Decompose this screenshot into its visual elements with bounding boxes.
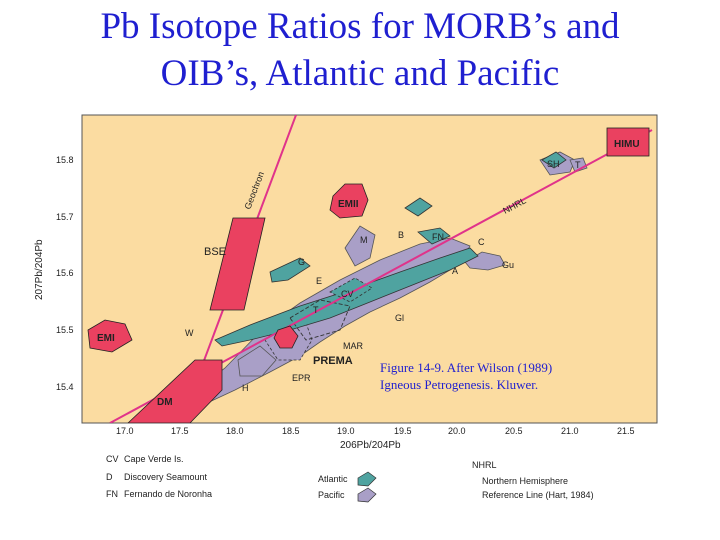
endmember-label-prema: PREMA: [313, 355, 353, 367]
atlantic-field-mar: [289, 299, 351, 341]
field-label-b: B: [398, 230, 404, 240]
x-tick: 21.0: [561, 426, 579, 436]
endmember-label-dm: DM: [157, 397, 173, 408]
y-axis: 15.8 15.7 15.6 15.5 15.4 207Pb/204Pb: [34, 155, 74, 392]
field-label-m: M: [360, 235, 368, 245]
slide-title-line2: OIB’s, Atlantic and Pacific: [160, 53, 560, 94]
field-label-cv: CV: [341, 289, 354, 299]
legend-abbreviations: CV Cape Verde Is. D Discovery Seamount F…: [106, 454, 212, 499]
legend-name: Fernando de Noronha: [124, 489, 212, 499]
legend-pacific-label: Pacific: [318, 490, 345, 500]
endmember-label-bse: BSE: [204, 246, 226, 258]
legend-code: CV: [106, 454, 119, 464]
legend-code: D: [106, 472, 113, 482]
field-label-fn: FN: [432, 232, 444, 242]
legend-name: Cape Verde Is.: [124, 454, 184, 464]
endmember-label-emi: EMI: [97, 333, 115, 344]
legend-atlantic-label: Atlantic: [318, 474, 348, 484]
y-tick: 15.5: [56, 325, 74, 335]
x-tick: 17.5: [171, 426, 189, 436]
endmember-bse-box: [209, 217, 266, 311]
x-axis: 17.0 17.5 18.0 18.5 19.0 19.5 20.0 20.5 …: [116, 426, 635, 451]
pacific-field-m: [344, 225, 376, 267]
field-label-gu: Gu: [502, 260, 514, 270]
field-label-h: H: [242, 383, 249, 393]
atlantic-field-upper: [404, 197, 433, 217]
atlantic-field-sh: [541, 151, 567, 169]
field-label-gl: Gl: [395, 313, 404, 323]
legend-code: FN: [106, 489, 118, 499]
x-tick: 20.5: [505, 426, 523, 436]
field-label-t-upper: T: [575, 160, 581, 170]
y-tick: 15.7: [56, 212, 74, 222]
x-tick: 17.0: [116, 426, 134, 436]
atlantic-field-fn: [417, 227, 451, 245]
field-label-a: A: [452, 266, 458, 276]
y-tick: 15.4: [56, 382, 74, 392]
atlantic-field-g: [269, 257, 311, 283]
x-tick: 18.0: [226, 426, 244, 436]
field-label-w: W: [185, 328, 194, 338]
legend-series: Atlantic Pacific: [318, 471, 377, 503]
x-tick: 20.0: [448, 426, 466, 436]
endmember-label-himu: HIMU: [614, 139, 640, 150]
field-label-mar: MAR: [343, 341, 364, 351]
figure-caption-line1: Figure 14-9. After Wilson (1989): [380, 360, 552, 375]
x-tick: 19.0: [337, 426, 355, 436]
y-tick: 15.8: [56, 155, 74, 165]
pacific-field-h: [237, 345, 277, 377]
x-tick: 21.5: [617, 426, 635, 436]
legend-name: Discovery Seamount: [124, 472, 208, 482]
legend-nhrl: NHRL Northern Hemisphere Reference Line …: [472, 460, 594, 500]
endmember-dm-box: [127, 359, 223, 423]
endmember-label-emii: EMII: [338, 199, 359, 210]
field-label-c: C: [478, 237, 485, 247]
endmember-emii-box: [329, 183, 369, 219]
atlantic-field-cv: [329, 277, 373, 303]
endmember-himu-box: [606, 127, 650, 157]
legend-nhrl-line2: Reference Line (Hart, 1984): [482, 490, 594, 500]
field-label-sh: SH: [547, 159, 560, 169]
x-tick: 18.5: [282, 426, 300, 436]
figure-caption-line2: Igneous Petrogenesis. Kluwer.: [380, 377, 538, 392]
endmember-prema-hexagon: [273, 325, 299, 349]
y-tick: 15.6: [56, 268, 74, 278]
legend-pacific-swatch: [357, 487, 377, 503]
endmember-emi-box: [87, 319, 133, 353]
slide-title-line1: Pb Isotope Ratios for MORB’s and: [100, 6, 620, 47]
legend-nhrl-code: NHRL: [472, 460, 497, 470]
y-axis-label: 207Pb/204Pb: [34, 239, 45, 300]
legend-nhrl-line1: Northern Hemisphere: [482, 476, 568, 486]
legend-atlantic-swatch: [357, 471, 377, 487]
x-axis-label: 206Pb/204Pb: [340, 440, 401, 451]
field-label-t: T: [313, 305, 319, 315]
field-label-epr: EPR: [292, 373, 311, 383]
x-tick: 19.5: [394, 426, 412, 436]
field-label-e: E: [316, 276, 322, 286]
field-label-g: G: [298, 257, 305, 267]
